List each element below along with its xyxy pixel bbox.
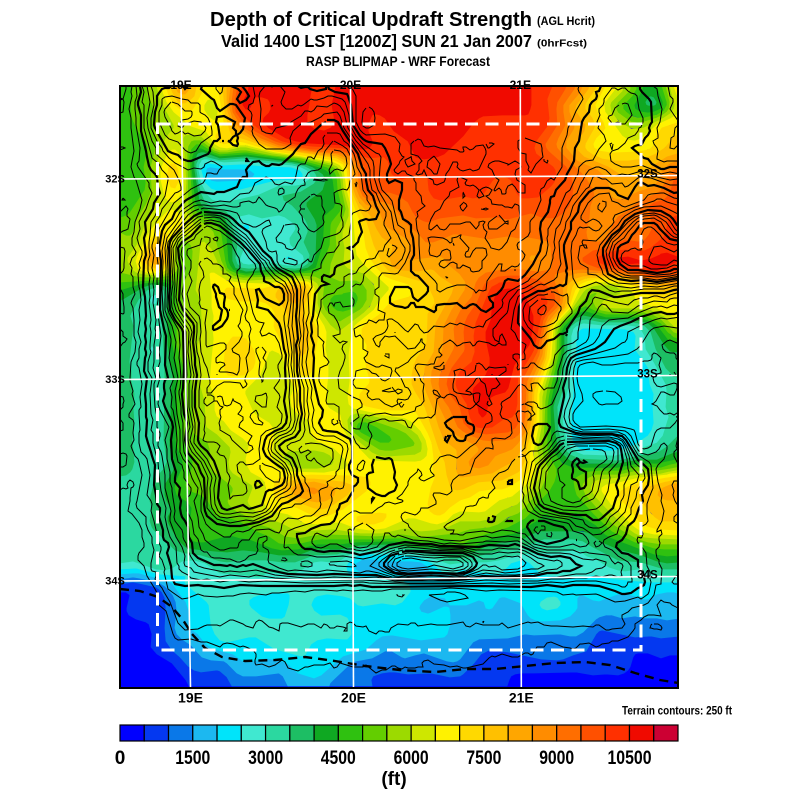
svg-text:3000: 3000 — [248, 748, 283, 769]
svg-text:RASP BLIPMAP - WRF Forecast: RASP BLIPMAP - WRF Forecast — [306, 54, 490, 69]
svg-text:4500: 4500 — [321, 748, 356, 769]
svg-text:1500: 1500 — [175, 748, 210, 769]
svg-text:21E: 21E — [510, 78, 531, 92]
svg-text:20E: 20E — [341, 690, 366, 706]
svg-text:33S: 33S — [637, 369, 658, 381]
svg-text:34S: 34S — [105, 576, 125, 588]
svg-text:32S: 32S — [105, 174, 125, 186]
svg-text:19E: 19E — [170, 78, 191, 92]
svg-text:0: 0 — [115, 748, 126, 769]
svg-text:34S: 34S — [637, 570, 658, 582]
svg-text:32S: 32S — [637, 169, 658, 181]
svg-text:Valid 1400 LST [1200Z] SUN 21: Valid 1400 LST [1200Z] SUN 21 Jan 2007 — [221, 31, 532, 51]
svg-text:20E: 20E — [340, 78, 361, 92]
svg-text:(0hrFcst): (0hrFcst) — [537, 39, 587, 50]
svg-text:10500: 10500 — [608, 748, 652, 769]
svg-text:33S: 33S — [105, 374, 125, 386]
svg-text:(AGL Hcrit): (AGL Hcrit) — [537, 16, 595, 28]
svg-text:Terrain contours: 250 ft: Terrain contours: 250 ft — [622, 706, 732, 718]
svg-text:19E: 19E — [178, 690, 203, 706]
svg-text:21E: 21E — [509, 690, 534, 706]
svg-text:7500: 7500 — [466, 748, 501, 769]
svg-text:(ft): (ft) — [381, 769, 406, 790]
svg-text:6000: 6000 — [394, 748, 429, 769]
svg-text:9000: 9000 — [539, 748, 574, 769]
svg-text:Depth of Critical Updraft Stre: Depth of Critical Updraft Strength — [210, 9, 532, 31]
